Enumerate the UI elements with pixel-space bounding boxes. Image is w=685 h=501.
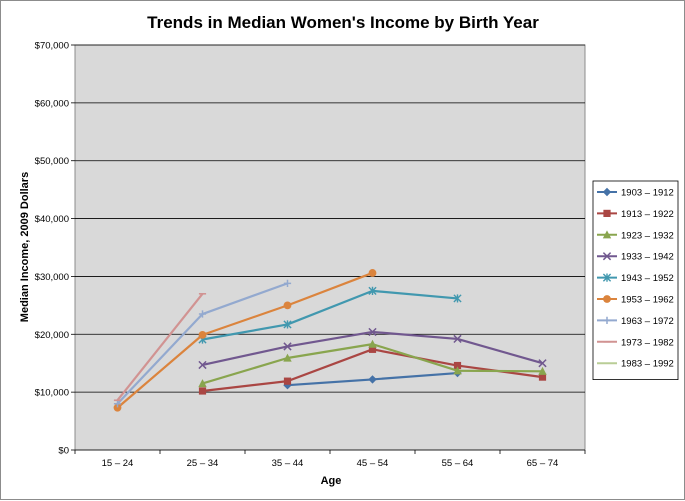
data-point: [538, 373, 547, 381]
legend-label: 1953 – 1962: [621, 295, 674, 306]
data-point: [453, 294, 462, 303]
y-axis-ticks: $0 $10,000 $20,000 $30,000 $40,000 $50,000 $60…: [35, 41, 75, 457]
legend-item: 1953 – 1962: [597, 295, 674, 306]
series-3: [198, 339, 547, 388]
y-tick-label: $20,000: [35, 330, 69, 341]
y-axis-title: Median Income, 2009 Dollars: [19, 172, 31, 322]
legend: 1903 – 1912 1913 – 1922 1923 – 1932 1933 – …: [592, 180, 679, 381]
data-point: [453, 361, 462, 370]
legend-marker: [602, 273, 612, 282]
legend-marker: [602, 187, 612, 197]
x-tick-label: 15 – 24: [102, 458, 134, 469]
legend-label: 1983 – 1992: [621, 359, 674, 370]
data-point: [283, 320, 292, 329]
chart-title: Trends in Median Women's Income by Birth…: [147, 13, 539, 32]
y-tick-label: $70,000: [35, 41, 69, 52]
gridlines: [75, 44, 585, 451]
x-tick-label: 45 – 54: [357, 458, 389, 469]
legend-label: 1963 – 1972: [621, 316, 674, 327]
y-tick-label: $30,000: [35, 272, 69, 283]
data-point: [368, 375, 377, 384]
y-tick-label: $50,000: [35, 156, 69, 167]
y-tick-label: $0: [58, 446, 69, 457]
legend-label: 1973 – 1982: [621, 337, 674, 348]
legend-item: 1983 – 1992: [597, 359, 674, 370]
data-point: [113, 403, 122, 412]
series-5: [198, 286, 462, 344]
series-line: [202, 289, 458, 341]
x-tick-label: 35 – 44: [272, 458, 304, 469]
data-point: [368, 327, 377, 337]
legend-item: 1933 – 1942: [597, 252, 674, 263]
y-tick-label: $10,000: [35, 388, 69, 399]
legend-marker: [603, 209, 611, 217]
legend-item: 1903 – 1912: [597, 188, 674, 199]
data-point: [453, 366, 462, 375]
data-point: [368, 286, 377, 295]
legend-marker: [603, 295, 611, 303]
series-6: [113, 269, 377, 412]
legend-label: 1933 – 1942: [621, 252, 674, 263]
data-point: [368, 269, 377, 277]
data-point: [538, 359, 547, 368]
legend-label: 1913 – 1922: [621, 209, 674, 220]
data-point: [198, 387, 207, 395]
x-axis-title: Age: [321, 475, 342, 487]
y-tick-label: $60,000: [35, 98, 69, 109]
legend-item: 1973 – 1982: [597, 337, 674, 348]
data-point: [198, 310, 207, 318]
x-tick-label: 65 – 74: [527, 458, 559, 469]
legend-label: 1903 – 1912: [621, 188, 674, 199]
data-point: [283, 342, 292, 351]
x-axis-ticks: 15 – 24 25 – 34 35 – 44 45 – 54 55 – 64 65 – …: [74, 450, 586, 469]
x-tick-label: 25 – 34: [187, 458, 219, 469]
series-layer: [113, 269, 547, 412]
data-point: [453, 334, 462, 344]
legend-item: 1923 – 1932: [597, 230, 674, 241]
data-point: [283, 301, 292, 310]
y-tick-label: $40,000: [35, 214, 69, 225]
data-point: [283, 353, 292, 362]
data-point: [198, 379, 207, 388]
series-8: [113, 292, 207, 402]
legend-label: 1923 – 1932: [621, 230, 674, 241]
data-point: [368, 339, 377, 348]
data-point: [368, 345, 377, 353]
data-point: [283, 377, 292, 385]
data-point: [198, 360, 207, 370]
data-point: [283, 279, 292, 287]
legend-marker: [602, 252, 612, 261]
legend-item: 1963 – 1972: [597, 316, 674, 327]
x-tick-label: 55 – 64: [442, 458, 474, 469]
series-2: [198, 345, 547, 395]
legend-item: 1943 – 1952: [597, 273, 674, 284]
series-7: [113, 279, 292, 408]
legend-item: 1913 – 1922: [597, 209, 674, 220]
data-point: [198, 330, 207, 339]
legend-marker: [603, 316, 611, 324]
data-point: [113, 400, 122, 408]
data-point: [538, 366, 547, 375]
series-line: [116, 271, 373, 409]
legend-marker: [602, 230, 612, 239]
series-line: [116, 293, 204, 401]
series-4: [198, 327, 547, 370]
plot-area: [74, 44, 586, 451]
legend-label: 1943 – 1952: [621, 273, 674, 284]
